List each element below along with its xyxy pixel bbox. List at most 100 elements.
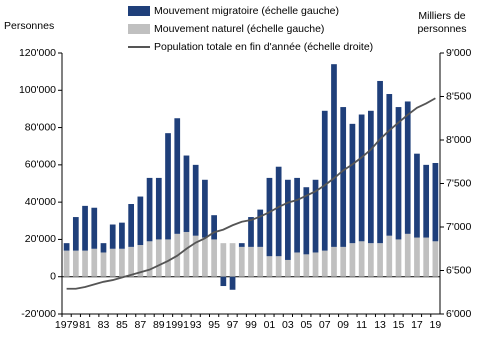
bar — [423, 164, 430, 238]
bar — [275, 166, 282, 257]
bar — [82, 205, 88, 251]
x-tick-label: 85 — [116, 319, 128, 331]
bar — [257, 246, 264, 277]
bar — [367, 110, 374, 244]
x-tick-label: 93 — [190, 319, 202, 331]
bar — [395, 107, 402, 240]
y2-tick-label: 8'000 — [446, 134, 472, 146]
bar — [404, 233, 411, 277]
bar — [275, 256, 282, 277]
y-tick-label: 60'000 — [25, 159, 56, 171]
population-line — [66, 97, 436, 290]
y2-tick-label: 7'000 — [446, 221, 472, 233]
y-tick-label: 100'000 — [19, 84, 56, 96]
bar — [100, 243, 107, 253]
bar — [312, 179, 319, 253]
bar — [358, 114, 365, 242]
bar — [100, 252, 107, 277]
bar — [211, 239, 217, 277]
bar — [165, 133, 171, 240]
bar — [137, 196, 144, 246]
bar — [404, 101, 411, 234]
y2-axis-title: Milliers de — [418, 10, 465, 22]
bar — [331, 246, 337, 277]
bar — [174, 118, 181, 234]
bar — [303, 254, 310, 277]
y-tick-label: 0 — [50, 270, 56, 282]
bar — [128, 204, 135, 247]
bar — [91, 248, 98, 277]
y-tick-label: 120'000 — [19, 47, 56, 59]
x-tick-label: 15 — [393, 319, 405, 331]
bar — [414, 153, 420, 238]
bar — [155, 239, 162, 277]
legend-label: Population totale en fin d'année (échell… — [154, 41, 373, 53]
bar — [72, 217, 79, 251]
bar — [192, 235, 199, 277]
legend-label: Mouvement naturel (échelle gauche) — [154, 23, 324, 35]
bar — [257, 209, 264, 247]
bar — [294, 252, 300, 277]
bar — [137, 245, 144, 277]
y-axis-title: Personnes — [4, 20, 54, 32]
legend-swatch — [128, 24, 150, 34]
bar — [358, 241, 365, 277]
x-tick-label: 11 — [356, 319, 367, 331]
bar — [183, 231, 190, 277]
bar — [386, 94, 393, 236]
y2-tick-label: 8'500 — [446, 90, 472, 102]
bar — [285, 179, 291, 260]
bar — [266, 256, 273, 277]
x-tick-label: 1991 — [166, 319, 190, 331]
y2-tick-label: 6'000 — [446, 308, 472, 320]
y2-tick-label: 6'500 — [446, 264, 472, 276]
x-tick-label: 83 — [98, 319, 110, 331]
bar — [248, 217, 254, 247]
bar — [312, 252, 319, 277]
x-tick-label: 95 — [208, 319, 220, 331]
bar — [266, 177, 273, 257]
bar — [238, 243, 245, 247]
legend-swatch — [128, 6, 150, 16]
bar — [63, 250, 70, 277]
bar — [386, 235, 393, 277]
bar — [340, 246, 347, 277]
bar — [414, 237, 420, 277]
x-tick-label: 09 — [337, 319, 349, 331]
bar — [377, 80, 383, 244]
bar — [349, 243, 356, 277]
x-tick-label: 1979 — [55, 319, 79, 331]
bar — [349, 123, 356, 244]
bar — [146, 241, 153, 277]
x-tick-label: 81 — [79, 319, 91, 331]
bar — [321, 250, 328, 277]
bar — [165, 239, 171, 277]
y-tick-label: 20'000 — [25, 233, 56, 245]
bar — [423, 237, 430, 277]
x-tick-label: 17 — [411, 319, 423, 331]
bar — [377, 243, 383, 277]
bar — [367, 243, 374, 277]
bar — [303, 187, 310, 255]
y-tick-label: 80'000 — [25, 121, 56, 133]
bar — [146, 177, 153, 242]
bar — [72, 250, 79, 277]
bar — [211, 215, 217, 240]
bar — [229, 243, 236, 277]
x-tick-label: 13 — [374, 319, 386, 331]
x-tick-label: 03 — [282, 319, 294, 331]
y2-axis-title: personnes — [417, 23, 466, 35]
bar — [294, 177, 300, 253]
bar — [220, 276, 227, 287]
x-tick-label: 99 — [245, 319, 257, 331]
x-tick-label: 07 — [319, 319, 331, 331]
bar — [202, 179, 208, 238]
bar — [183, 155, 190, 232]
bar — [155, 177, 162, 240]
bar — [285, 259, 291, 277]
y-tick-label: 40'000 — [25, 196, 56, 208]
bar — [395, 239, 402, 277]
bar — [331, 64, 337, 247]
bar — [248, 246, 254, 277]
x-tick-label: 87 — [135, 319, 147, 331]
